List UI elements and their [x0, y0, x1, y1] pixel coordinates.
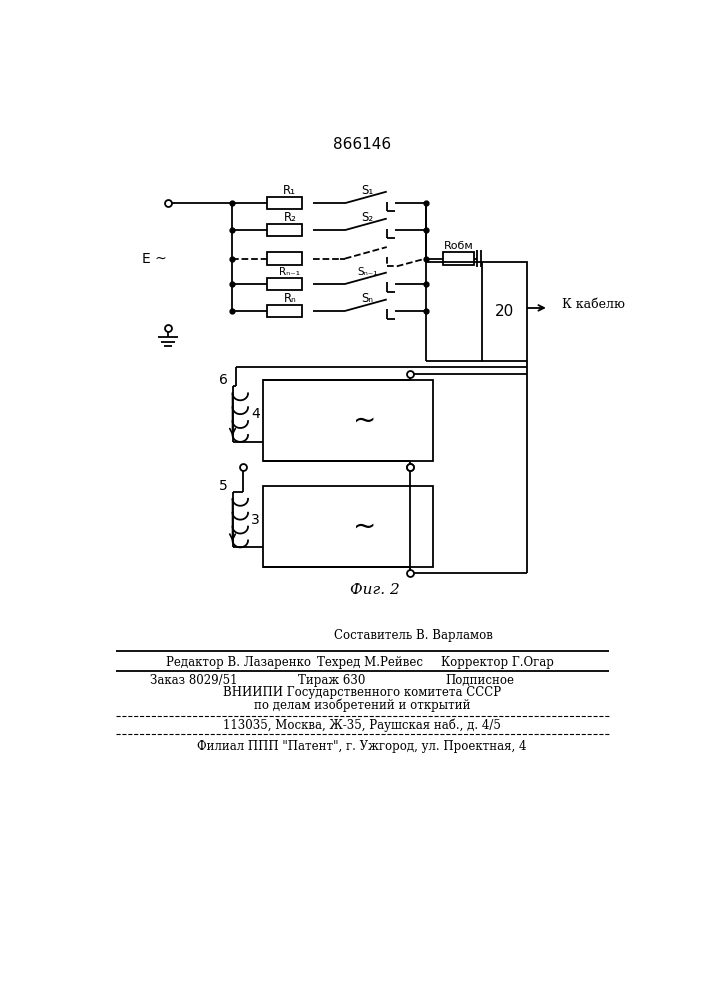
Text: R₂: R₂ — [284, 211, 296, 224]
FancyBboxPatch shape — [267, 278, 301, 290]
Text: 4: 4 — [251, 407, 260, 421]
FancyBboxPatch shape — [267, 197, 301, 209]
Text: по делам изобретений и открытий: по делам изобретений и открытий — [254, 698, 470, 712]
Text: Заказ 8029/51: Заказ 8029/51 — [151, 674, 238, 687]
Text: S₂: S₂ — [361, 211, 373, 224]
Text: Техред М.Рейвес: Техред М.Рейвес — [317, 656, 423, 669]
Text: 5: 5 — [219, 479, 228, 493]
FancyBboxPatch shape — [267, 224, 301, 236]
Text: Филиал ППП "Патент", г. Ужгород, ул. Проектная, 4: Филиал ППП "Патент", г. Ужгород, ул. Про… — [197, 740, 527, 753]
Text: 113035, Москва, Ж-35, Раушская наб., д. 4/5: 113035, Москва, Ж-35, Раушская наб., д. … — [223, 718, 501, 732]
Text: Sₙ₋₁: Sₙ₋₁ — [357, 267, 378, 277]
Text: Фиг. 2: Фиг. 2 — [350, 583, 400, 597]
Text: Корректор Г.Огар: Корректор Г.Огар — [441, 656, 554, 669]
Text: 3: 3 — [251, 513, 260, 527]
Text: Составитель В. Варламов: Составитель В. Варламов — [334, 629, 493, 642]
Text: Rобм: Rобм — [444, 241, 474, 251]
Text: ~: ~ — [354, 512, 377, 540]
Text: ВНИИПИ Государственного комитета СССР: ВНИИПИ Государственного комитета СССР — [223, 686, 501, 699]
Text: Подписное: Подписное — [445, 674, 514, 687]
Text: Sₙ: Sₙ — [361, 292, 373, 305]
Text: Тираж 630: Тираж 630 — [298, 674, 365, 687]
FancyBboxPatch shape — [482, 262, 527, 361]
Text: 20: 20 — [495, 304, 514, 319]
Text: S₁: S₁ — [361, 184, 373, 197]
Text: 6: 6 — [218, 373, 228, 387]
Text: Редактор В. Лазаренко: Редактор В. Лазаренко — [166, 656, 311, 669]
Text: К кабелю: К кабелю — [562, 298, 625, 311]
Text: ~: ~ — [354, 407, 377, 435]
FancyBboxPatch shape — [263, 380, 433, 461]
FancyBboxPatch shape — [267, 252, 301, 265]
FancyBboxPatch shape — [443, 252, 474, 265]
FancyBboxPatch shape — [267, 305, 301, 317]
Text: E ~: E ~ — [142, 252, 167, 266]
FancyBboxPatch shape — [263, 486, 433, 567]
Text: 866146: 866146 — [333, 137, 391, 152]
Text: Rₙ₋₁: Rₙ₋₁ — [279, 267, 300, 277]
Text: Rₙ: Rₙ — [284, 292, 296, 305]
Text: R₁: R₁ — [284, 184, 296, 197]
